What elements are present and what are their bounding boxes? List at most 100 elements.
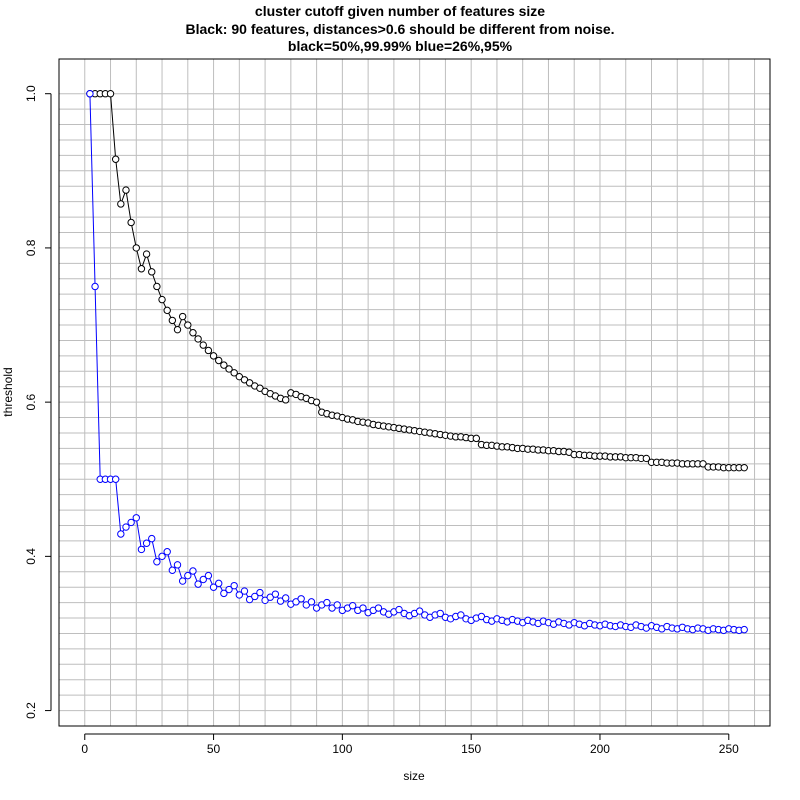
data-point <box>642 454 651 463</box>
data-point <box>158 295 166 304</box>
data-point <box>271 590 280 598</box>
data-point <box>153 558 161 566</box>
chart-title: cluster cutoff given number of features … <box>254 3 546 19</box>
data-point <box>436 609 444 618</box>
y-tick-label: 0.2 <box>24 702 38 719</box>
data-point <box>142 250 151 258</box>
data-point <box>194 580 202 588</box>
x-axis-title: size <box>403 769 425 783</box>
data-point <box>127 218 135 227</box>
data-point <box>348 602 357 610</box>
data-point <box>359 604 367 612</box>
data-point <box>137 545 146 554</box>
data-point <box>333 601 341 609</box>
data-point <box>158 552 166 561</box>
data-point <box>189 567 197 575</box>
data-point <box>127 518 135 527</box>
y-axis-title: threshold <box>1 367 15 416</box>
data-point <box>215 579 223 588</box>
data-point <box>307 598 316 606</box>
data-point <box>256 588 264 597</box>
data-point <box>111 475 120 483</box>
data-point <box>740 625 748 634</box>
series-line-segment <box>115 159 122 205</box>
data-point <box>457 611 465 619</box>
data-point <box>297 595 305 603</box>
series-1 <box>86 89 748 472</box>
data-point <box>132 514 140 522</box>
data-point <box>91 282 99 291</box>
series-line-segment <box>151 538 158 562</box>
plot-frame <box>58 58 771 727</box>
data-point <box>173 561 182 569</box>
data-point <box>230 369 238 377</box>
data-point <box>415 607 424 615</box>
data-point <box>111 155 120 163</box>
x-tick-label: 200 <box>590 742 610 756</box>
chart-subtitle: Black: 90 features, distances>0.6 should… <box>185 21 615 37</box>
data-point <box>225 585 233 594</box>
data-point <box>204 346 213 355</box>
data-point <box>395 605 403 614</box>
data-point <box>173 325 182 334</box>
data-point <box>472 434 481 443</box>
data-point <box>122 523 130 531</box>
x-tick-label: 50 <box>207 742 221 756</box>
x-tick-label: 0 <box>81 742 88 756</box>
series-line-segment <box>115 479 122 535</box>
data-point <box>209 352 218 360</box>
series-layer <box>86 89 748 635</box>
data-point <box>153 282 161 291</box>
data-point <box>281 594 290 602</box>
data-point <box>184 571 192 580</box>
data-point <box>106 89 115 98</box>
data-point <box>86 89 94 98</box>
chart-subtitle-2: black=50%,99.99% blue=26%,95% <box>287 38 513 54</box>
data-point <box>251 592 259 601</box>
data-point <box>137 265 146 273</box>
data-point <box>281 396 290 404</box>
data-point <box>209 583 218 591</box>
data-point <box>148 534 156 543</box>
data-point <box>189 329 197 337</box>
series-line-segment <box>94 286 101 480</box>
y-tick-label: 0.4 <box>24 548 38 565</box>
data-point <box>199 575 207 584</box>
data-point <box>220 589 228 598</box>
data-point <box>740 463 748 472</box>
x-tick-label: 100 <box>332 742 352 756</box>
data-point <box>117 200 125 208</box>
data-point <box>122 186 130 194</box>
data-point <box>215 356 223 365</box>
data-point <box>225 365 233 373</box>
data-point <box>230 581 238 590</box>
x-tick-label: 150 <box>461 742 481 756</box>
data-point <box>220 361 228 369</box>
x-tick-label: 250 <box>719 742 739 756</box>
data-point <box>199 341 207 349</box>
data-point <box>240 587 249 595</box>
data-point <box>132 244 140 252</box>
series-2 <box>86 89 748 635</box>
data-point <box>312 398 321 406</box>
data-point <box>204 571 213 580</box>
y-tick-label: 0.8 <box>24 239 38 256</box>
y-tick-label: 1.0 <box>24 85 38 102</box>
axes: 0 50 100 150 200 250 0.2 0.4 0.6 0.8 1.0 <box>24 85 739 756</box>
y-tick-label: 0.6 <box>24 393 38 410</box>
series-line-segment <box>89 93 96 287</box>
series-line-segment <box>110 93 117 160</box>
data-point <box>148 268 156 276</box>
data-point <box>163 548 171 556</box>
data-point <box>184 321 192 329</box>
data-point <box>235 591 244 599</box>
data-point <box>168 316 177 325</box>
data-point <box>194 335 202 343</box>
data-point <box>117 530 125 538</box>
data-point <box>323 598 331 607</box>
data-point <box>178 312 187 321</box>
series-line-segment <box>135 517 142 550</box>
series-line-segment <box>130 222 137 249</box>
